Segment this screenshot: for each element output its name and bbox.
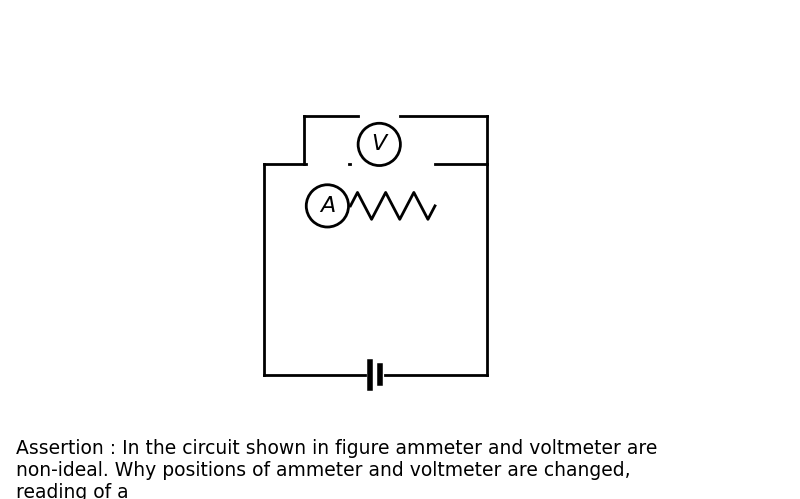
Circle shape (358, 123, 400, 166)
Text: V: V (372, 134, 387, 154)
Circle shape (306, 185, 349, 227)
Text: A: A (320, 196, 335, 216)
Text: Assertion : In the circuit shown in figure ammeter and voltmeter are
non-ideal. : Assertion : In the circuit shown in figu… (16, 439, 658, 499)
